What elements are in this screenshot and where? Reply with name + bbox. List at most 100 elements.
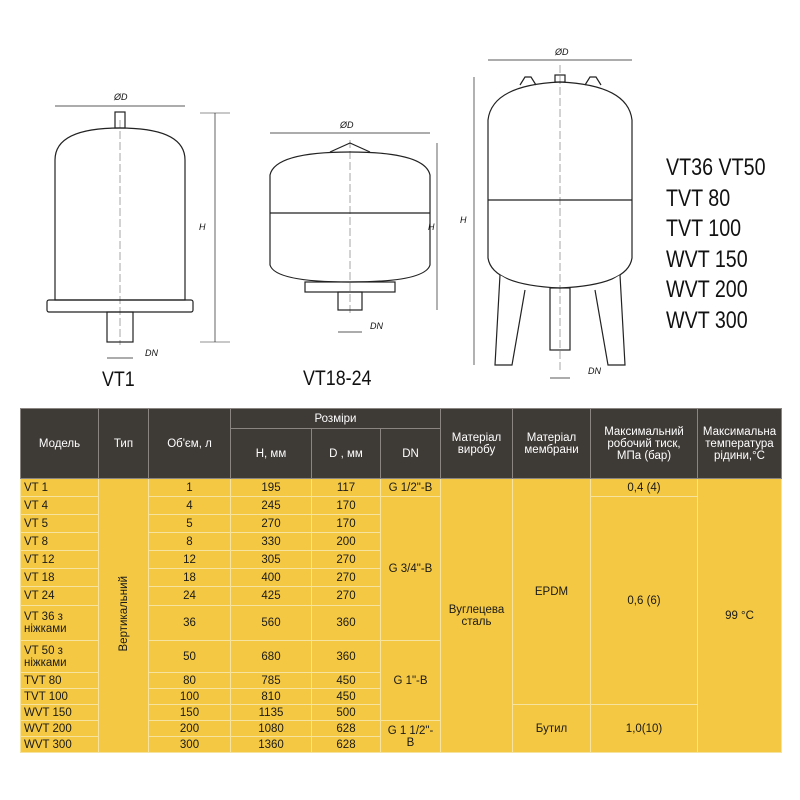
vt18-height-label: H — [428, 222, 435, 232]
diameter-cell: 117 — [311, 478, 381, 497]
volume-cell: 50 — [148, 640, 231, 673]
vt1-dn-label: DN — [145, 348, 158, 358]
pressure-cell: 0,4 (4) — [590, 478, 699, 497]
table-row: TVT 100 100 810 450 — [20, 688, 782, 705]
header-type: Тип — [98, 408, 149, 479]
volume-cell: 300 — [148, 736, 231, 753]
diameter-cell: 270 — [311, 550, 381, 569]
header-model: Модель — [20, 408, 99, 479]
material-cell: Вуглецева сталь — [440, 478, 514, 753]
dn-cell: G 1"-B — [379, 640, 442, 721]
height-cell: 400 — [230, 568, 312, 587]
diameter-cell: 170 — [311, 496, 381, 515]
table-row: VT 4 4 245 170 G 3/4"-B 0,6 (6) — [20, 496, 782, 705]
table-row: VT 50 з ніжками 50 680 360 G 1"-B — [20, 640, 782, 721]
dn-cell: G 1/2"-B — [379, 478, 442, 497]
vt18-drawing — [269, 132, 438, 333]
volume-cell: 36 — [148, 605, 231, 641]
temp-cell: 99 °C — [697, 478, 783, 753]
height-cell: 785 — [230, 672, 312, 689]
height-cell: 425 — [230, 586, 312, 606]
specs-table: Модель Тип Об'єм, л Розміри Матеріал вир… — [20, 408, 783, 753]
vt36-drawing — [473, 59, 633, 379]
diameter-cell: 170 — [311, 514, 381, 533]
diameter-cell: 450 — [311, 688, 381, 705]
model-caption: WVT 150 — [666, 245, 748, 273]
model-cell: VT 18 — [20, 568, 99, 587]
vt36-height-label: H — [460, 215, 467, 225]
volume-cell: 12 — [148, 550, 231, 569]
model-cell: VT 24 — [20, 586, 99, 606]
model-cell: VT 4 — [20, 496, 99, 515]
table-row: VT 18 18 400 270 — [20, 568, 782, 587]
model-cell: TVT 100 — [20, 688, 99, 705]
model-cell: WVT 200 — [20, 720, 99, 737]
height-cell: 245 — [230, 496, 312, 515]
height-cell: 680 — [230, 640, 312, 673]
model-caption: VT36 VT50 — [666, 154, 766, 181]
vt36-dn-label: DN — [588, 366, 601, 376]
model-cell: VT 50 з ніжками — [20, 640, 99, 673]
table-row: WVT 300 300 1360 628 — [20, 736, 782, 753]
table-row: VT 36 з ніжками 36 560 360 — [20, 605, 782, 641]
header-material: Матеріал виробу — [440, 408, 514, 479]
diameter-cell: 360 — [311, 605, 381, 641]
vt1-caption: VT1 — [102, 368, 135, 391]
header-h: H, мм — [230, 428, 312, 479]
diameter-cell: 360 — [311, 640, 381, 673]
vt1-height-label: H — [199, 222, 206, 232]
model-cell: VT 1 — [20, 478, 99, 497]
pressure-cell: 1,0(10) — [590, 704, 699, 753]
model-caption: TVT 80 — [666, 184, 731, 212]
height-cell: 305 — [230, 550, 312, 569]
diameter-cell: 628 — [311, 720, 381, 737]
table-row: VT 8 8 330 200 — [20, 532, 782, 551]
height-cell: 330 — [230, 532, 312, 551]
table-row: VT 1 Вертикальний 1 195 117 G 1/2"-B Вуглецева… — [20, 478, 783, 753]
type-cell: Вертикальний — [98, 478, 149, 753]
diameter-cell: 450 — [311, 672, 381, 689]
model-cell: VT 5 — [20, 514, 99, 533]
header-sizes: Розміри — [229, 408, 442, 429]
membrane-cell: Бутил — [512, 704, 592, 753]
diameter-cell: 500 — [311, 704, 381, 721]
height-cell: 560 — [230, 605, 312, 641]
model-caption: WVT 300 — [666, 306, 748, 334]
model-cell: VT 12 — [20, 550, 99, 569]
height-cell: 195 — [230, 478, 312, 497]
model-cell: TVT 80 — [20, 672, 99, 689]
header-temp: Максимальна температура рідини,°C — [697, 408, 783, 479]
header-volume: Об'єм, л — [148, 408, 231, 479]
table-row: VT 24 24 425 270 — [20, 586, 782, 606]
volume-cell: 150 — [148, 704, 231, 721]
volume-cell: 18 — [148, 568, 231, 587]
model-caption: WVT 200 — [666, 276, 748, 303]
vt18-caption: VT18-24 — [303, 367, 372, 390]
vt1-drawing — [46, 105, 230, 359]
vt36-diameter-label: ØD — [555, 47, 569, 57]
header-membrane: Матеріал мембрани — [512, 408, 592, 479]
vt18-diameter-label: ØD — [340, 120, 354, 130]
type-text: Вертикальний — [117, 576, 130, 652]
table-row: WVT 150 150 1135 500 Бутил 1,0(10) — [20, 704, 782, 753]
vt1-diameter-label: ØD — [114, 92, 128, 102]
volume-cell: 80 — [148, 672, 231, 689]
header-pressure: Максимальний робочий тиск, МПа (бар) — [590, 408, 699, 479]
volume-cell: 5 — [148, 514, 231, 533]
volume-cell: 200 — [148, 720, 231, 737]
model-cell: VT 8 — [20, 532, 99, 551]
volume-cell: 24 — [148, 586, 231, 606]
volume-cell: 4 — [148, 496, 231, 515]
model-caption: TVT 100 — [666, 215, 742, 242]
membrane-cell: EPDM — [512, 478, 592, 705]
model-cell: WVT 300 — [20, 736, 99, 753]
model-cell: VT 36 з ніжками — [20, 605, 99, 641]
height-cell: 1080 — [230, 720, 312, 737]
dn-cell: G 3/4"-B — [379, 496, 442, 641]
pressure-cell: 0,6 (6) — [590, 496, 699, 705]
diameter-cell: 628 — [311, 736, 381, 753]
header-d: D , мм — [311, 428, 381, 479]
header-dn: DN — [379, 428, 442, 479]
volume-cell: 8 — [148, 532, 231, 551]
large-models-caption: VT36 VT50 TVT 80 TVT 100 WVT 150 WVT 200… — [666, 153, 766, 336]
